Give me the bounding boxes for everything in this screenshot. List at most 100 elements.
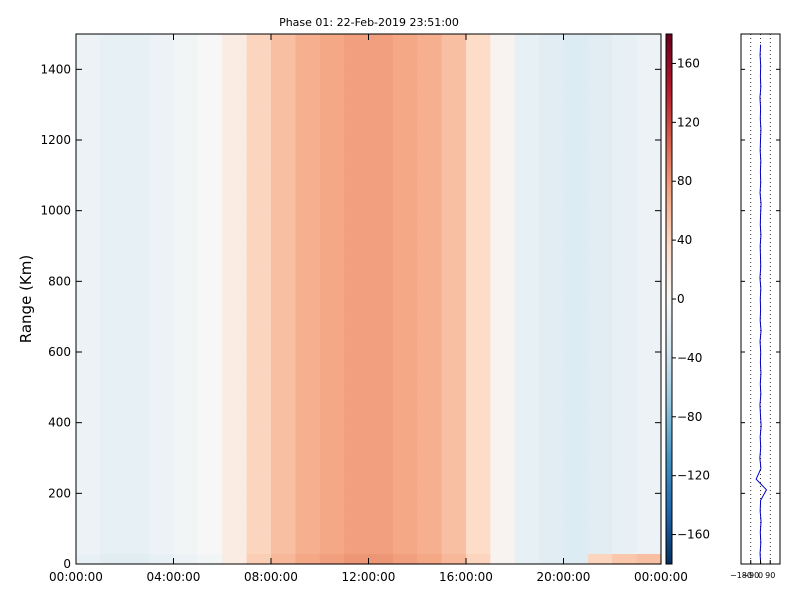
heatmap-x-axis: 00:00:00 04:00:00 08:00:00 12:00:00 16:00:00… (49, 34, 688, 584)
heatmap-cell (441, 161, 467, 173)
heatmap-cell (173, 320, 199, 332)
heatmap-cell (490, 309, 516, 321)
heatmap-cell (173, 309, 199, 321)
heatmap-cell (466, 532, 491, 544)
heatmap-cell (368, 542, 394, 554)
heatmap-cell (368, 76, 394, 88)
heatmap-cell (295, 309, 321, 321)
heatmap-cell (539, 500, 565, 512)
heatmap-cell (392, 489, 418, 501)
heatmap-cell (612, 203, 638, 215)
heatmap-cell (490, 341, 516, 353)
heatmap-cell (246, 511, 272, 523)
heatmap-cell (173, 341, 199, 353)
heatmap-cell (368, 309, 394, 321)
heatmap-cell (539, 267, 565, 279)
heatmap-cell (490, 129, 516, 141)
heatmap-cell (344, 447, 370, 459)
heatmap-cell (344, 97, 370, 109)
heatmap-cell (514, 34, 540, 46)
heatmap-cell (514, 44, 540, 56)
heatmap-cell (295, 55, 321, 67)
heatmap-cell (76, 330, 101, 342)
heatmap-cell (539, 224, 565, 236)
heatmap-cell (246, 108, 272, 120)
heatmap-cell (466, 65, 491, 77)
heatmap-cell (149, 182, 175, 194)
heatmap-cell (466, 44, 491, 56)
heatmap-cell (344, 320, 370, 332)
heatmap-cell (587, 182, 613, 194)
heatmap-cell (587, 447, 613, 459)
heatmap-cell (417, 118, 443, 130)
heatmap-cell (222, 320, 248, 332)
heatmap-cell (441, 542, 467, 554)
heatmap-cell (587, 246, 613, 258)
heatmap-cell (392, 532, 418, 544)
heatmap-cell (271, 34, 296, 46)
heatmap-cell (490, 76, 516, 88)
heatmap-cell (417, 235, 443, 247)
heatmap-cell (319, 235, 345, 247)
heatmap-cell (222, 553, 248, 565)
heatmap-cell (197, 309, 223, 321)
heatmap-cell (539, 458, 565, 470)
heatmap-cell (344, 341, 370, 353)
heatmap-cell (124, 447, 150, 459)
heatmap-cell (319, 246, 345, 258)
heatmap-cell (490, 277, 516, 289)
heatmap-cell (124, 256, 150, 268)
heatmap-cell (514, 108, 540, 120)
heatmap-cell (319, 299, 345, 311)
heatmap-cell (149, 489, 175, 501)
heatmap-cell (612, 288, 638, 300)
heatmap-cell (319, 34, 345, 46)
heatmap-cell (124, 288, 150, 300)
heatmap-cell (368, 330, 394, 342)
heatmap-cell (319, 129, 345, 141)
heatmap-cell (563, 458, 589, 470)
heatmap-cell (392, 256, 418, 268)
heatmap-cell (222, 55, 248, 67)
heatmap-cell (197, 320, 223, 332)
heatmap-cell (587, 468, 613, 480)
heatmap-cell (441, 118, 467, 130)
heatmap-cell (344, 235, 370, 247)
heatmap-cell (441, 129, 467, 141)
heatmap-cell (392, 299, 418, 311)
heatmap-cell (149, 362, 175, 374)
heatmap-cell (417, 44, 443, 56)
heatmap-cell (295, 542, 321, 554)
heatmap-cell (417, 267, 443, 279)
heatmap-cell (636, 436, 662, 448)
heatmap-cell (319, 341, 345, 353)
heatmap-cell (319, 44, 345, 56)
heatmap-cell (392, 76, 418, 88)
heatmap-cell (76, 373, 101, 385)
heatmap-cell (539, 553, 565, 565)
heatmap-cell (222, 500, 248, 512)
heatmap-cell (514, 309, 540, 321)
heatmap-cell (222, 521, 248, 533)
heatmap-cell (271, 479, 296, 491)
profile-x-axis: −180−900 90 (730, 560, 775, 580)
heatmap-cell (100, 479, 126, 491)
heatmap-cell (149, 500, 175, 512)
heatmap-cell (587, 521, 613, 533)
heatmap-cell (514, 171, 540, 183)
heatmap-cell (76, 140, 101, 152)
heatmap-cell (466, 415, 491, 427)
heatmap-cell (246, 267, 272, 279)
heatmap-cell (612, 108, 638, 120)
heatmap-cell (344, 521, 370, 533)
heatmap-cell (441, 330, 467, 342)
heatmap-cell (612, 426, 638, 438)
heatmap-cell (222, 267, 248, 279)
heatmap-cell (124, 161, 150, 173)
heatmap-cell (563, 171, 589, 183)
heatmap-cell (149, 161, 175, 173)
heatmap-cell (612, 320, 638, 332)
heatmap-cell (466, 97, 491, 109)
heatmap-cell (417, 447, 443, 459)
heatmap-cell (539, 447, 565, 459)
